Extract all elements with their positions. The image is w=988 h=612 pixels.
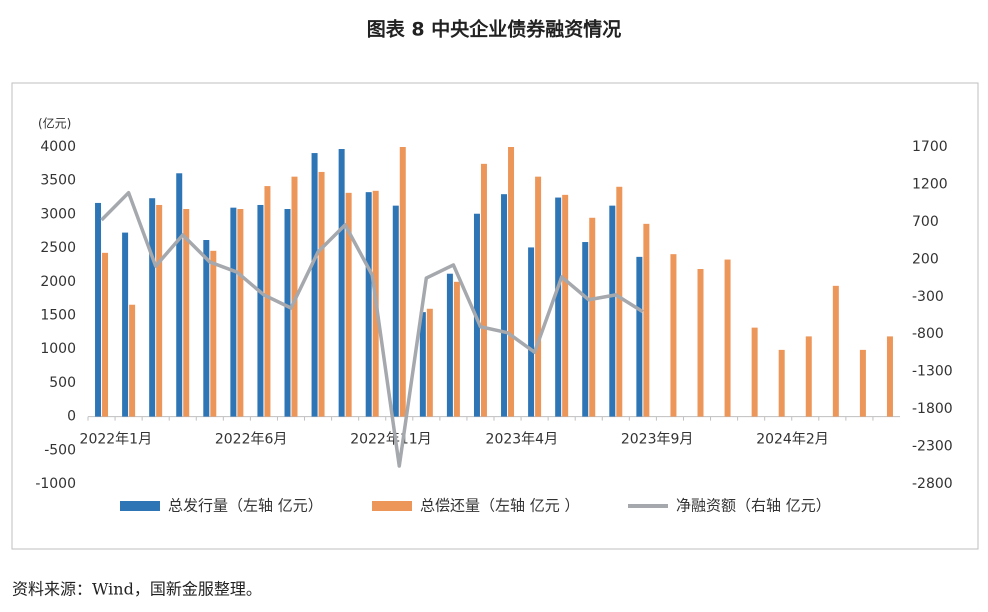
bar <box>102 252 109 417</box>
y-tick-label: -1000 <box>35 476 76 492</box>
bar <box>480 163 487 417</box>
bar <box>122 232 129 417</box>
bar <box>419 312 426 417</box>
y-tick-label: 3500 <box>40 173 76 189</box>
bar <box>778 349 785 417</box>
y-tick-label: 3000 <box>40 206 76 222</box>
line <box>100 190 644 468</box>
bar <box>129 304 136 417</box>
bar <box>453 281 460 417</box>
bar <box>643 223 650 417</box>
bar <box>562 194 569 417</box>
y2-tick-label: -1300 <box>912 364 953 380</box>
bar <box>426 308 433 417</box>
y2-tick-label: 1200 <box>912 176 948 192</box>
bar <box>318 171 325 417</box>
chart-frame <box>11 82 979 550</box>
chart-title: 图表 8 中央企业债券融资情况 <box>367 18 621 41</box>
bar <box>264 186 271 417</box>
y2-tick-label: -2800 <box>912 476 953 492</box>
bar <box>149 198 156 417</box>
bar <box>345 192 352 417</box>
x-tick-label: 2024年2月 <box>756 432 829 448</box>
bar <box>95 202 102 417</box>
bar <box>237 209 244 417</box>
bar <box>183 209 190 417</box>
bar <box>886 336 893 417</box>
bar <box>751 327 758 417</box>
bar <box>176 173 183 417</box>
bar <box>203 240 210 417</box>
y2-tick-label: 1700 <box>912 139 948 155</box>
bar <box>636 256 643 417</box>
bar <box>446 273 453 417</box>
bar <box>670 254 677 417</box>
legend-label: 总发行量（左轴 亿元） <box>168 497 323 515</box>
y2-tick-label: 200 <box>912 251 939 267</box>
bar <box>832 285 839 417</box>
y-tick-label: 2500 <box>40 240 76 256</box>
source-note: 资料来源：Wind，国新金服整理。 <box>12 580 262 599</box>
bar <box>535 176 542 417</box>
bar <box>697 268 704 417</box>
legend-swatch <box>120 501 160 511</box>
legend-label: 总偿还量（左轴 亿元 ） <box>420 497 580 515</box>
bar <box>210 250 217 417</box>
x-tick-label: 2023年9月 <box>621 432 694 448</box>
y-tick-label: 1000 <box>40 341 76 357</box>
bar <box>284 209 291 417</box>
y2-tick-label: -300 <box>912 289 944 305</box>
bar <box>230 207 237 417</box>
bar <box>156 204 163 417</box>
bar <box>724 259 731 417</box>
bar <box>291 176 298 417</box>
bar <box>365 192 372 417</box>
bar <box>616 186 623 417</box>
x-tick-label: 2022年6月 <box>215 432 288 448</box>
bar <box>589 217 596 417</box>
y-unit: (亿元) <box>38 116 71 131</box>
y-tick-label: 0 <box>67 409 76 425</box>
y-tick-label: -500 <box>44 442 76 458</box>
bar <box>338 149 345 417</box>
y2-tick-label: -800 <box>912 326 944 342</box>
y2-tick-label: 700 <box>912 214 939 230</box>
bar <box>805 336 812 417</box>
bar <box>399 147 406 417</box>
legend-swatch <box>372 501 412 511</box>
legend-label: 净融资额（右轴 亿元） <box>676 497 831 515</box>
y-tick-label: 4000 <box>40 139 76 155</box>
bar <box>311 153 318 417</box>
y-tick-label: 2000 <box>40 274 76 290</box>
y-tick-label: 500 <box>49 375 76 391</box>
bar <box>508 147 515 417</box>
x-tick-label: 2022年11月 <box>350 432 431 448</box>
bar <box>392 205 399 417</box>
y2-tick-label: -2300 <box>912 439 953 455</box>
x-tick-label: 2022年1月 <box>80 432 153 448</box>
bar <box>257 204 264 417</box>
bar <box>528 247 535 417</box>
bar <box>582 242 589 417</box>
y2-tick-label: -1800 <box>912 401 953 417</box>
bar <box>501 194 508 417</box>
x-tick-label: 2023年4月 <box>486 432 559 448</box>
bar <box>609 205 616 417</box>
bar <box>555 197 562 417</box>
y-tick-label: 1500 <box>40 308 76 324</box>
bar <box>859 349 866 417</box>
